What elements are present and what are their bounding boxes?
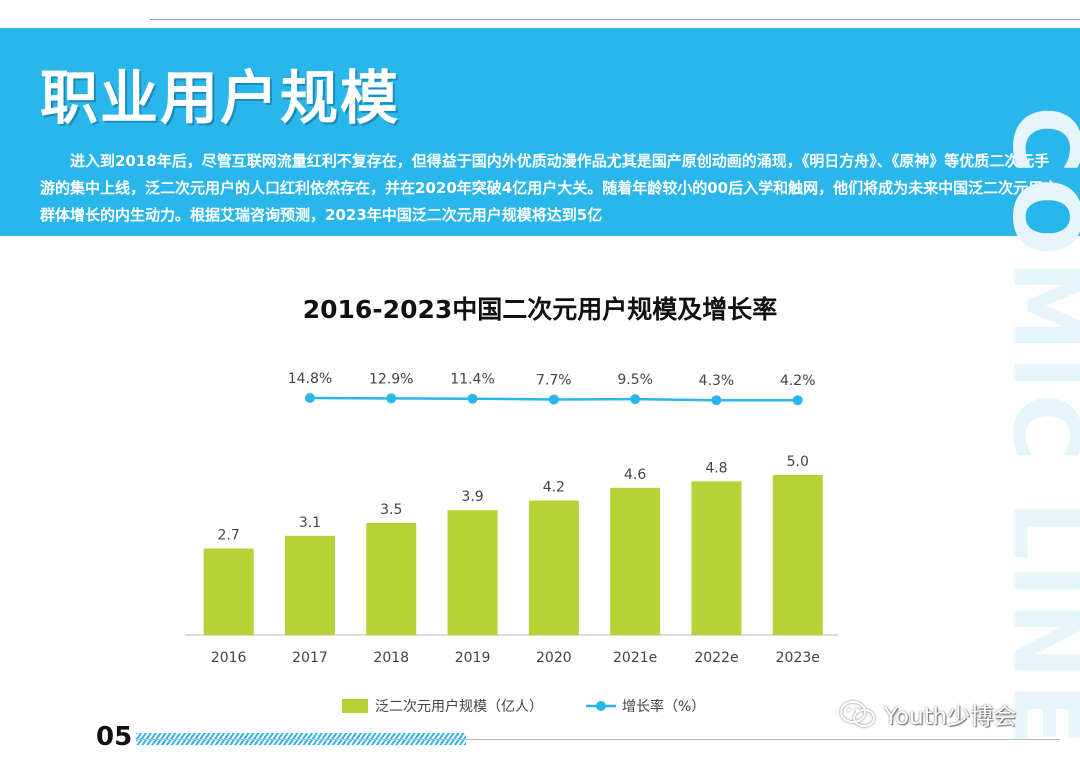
growth-point-2022e (711, 395, 722, 406)
x-tick-label-2019: 2019 (455, 650, 491, 666)
growth-label-2021e: 9.5% (617, 372, 653, 388)
top-divider (150, 19, 1080, 20)
growth-label-2022e: 4.3% (699, 373, 735, 389)
intro-paragraph: 进入到2018年后，尽管互联网流量红利不复存在，但得益于国内外优质动漫作品尤其是… (40, 152, 1059, 224)
x-tick-label-2020: 2020 (536, 650, 572, 666)
page-title: 职业用户规模 (40, 64, 401, 132)
growth-point-2018 (386, 393, 397, 404)
bar-2021e (610, 487, 661, 635)
bar-value-label-2019: 3.9 (461, 489, 483, 505)
brand-watermark: Youth少博会 (838, 697, 1016, 731)
x-tick-label-2023e: 2023e (776, 650, 820, 666)
brand-name: Youth少博会 (884, 704, 1017, 730)
bar-2022e (691, 481, 742, 635)
x-tick-label-2018: 2018 (373, 650, 409, 666)
x-tick-label-2016: 2016 (211, 650, 247, 666)
growth-label-2023e: 4.2% (780, 373, 816, 389)
chart-canvas: 2.7 2016 3.1 2017 3.5 2018 3.9 2019 4.2 2020 4.6 20… (185, 371, 838, 715)
growth-label-2017: 14.8% (288, 371, 332, 387)
bar-2019 (447, 510, 498, 635)
growth-point-2023e (792, 395, 803, 406)
bar-value-label-2017: 3.1 (299, 515, 321, 531)
bar-2018 (366, 523, 417, 635)
chart-title: 2016-2023中国二次元用户规模及增长率 (302, 295, 778, 324)
growth-label-2020: 7.7% (536, 372, 572, 388)
legend-bar-swatch (342, 699, 368, 713)
x-tick-label-2017: 2017 (292, 650, 328, 666)
growth-point-2019 (467, 393, 478, 404)
bar-2016 (203, 548, 254, 635)
page-number: 05 (96, 722, 133, 752)
growth-point-2020 (548, 394, 559, 405)
growth-label-2019: 11.4% (450, 372, 494, 388)
x-tick-label-2021e: 2021e (613, 650, 657, 666)
bar-value-label-2022e: 4.8 (705, 460, 727, 476)
legend-bar-label: 泛二次元用户规模（亿人） (375, 698, 543, 715)
bar-value-label-2021e: 4.6 (624, 467, 646, 483)
wechat-icon (840, 701, 875, 727)
growth-point-2021e (630, 394, 641, 405)
legend-line-label: 增长率（%） (622, 698, 705, 715)
header-banner (0, 28, 1080, 236)
bar-2017 (284, 535, 335, 635)
growth-point-2017 (304, 393, 315, 403)
legend-line-marker (596, 701, 606, 711)
bar-value-label-2023e: 5.0 (787, 454, 809, 470)
x-tick-label-2022e: 2022e (694, 650, 738, 666)
bar-value-label-2016: 2.7 (218, 528, 240, 544)
bar-2023e (772, 475, 823, 635)
bar-value-label-2018: 3.5 (380, 502, 402, 518)
bar-value-label-2020: 4.2 (543, 480, 565, 496)
bar-2020 (528, 500, 579, 635)
footer-line (136, 739, 1060, 740)
growth-label-2018: 12.9% (369, 371, 413, 387)
